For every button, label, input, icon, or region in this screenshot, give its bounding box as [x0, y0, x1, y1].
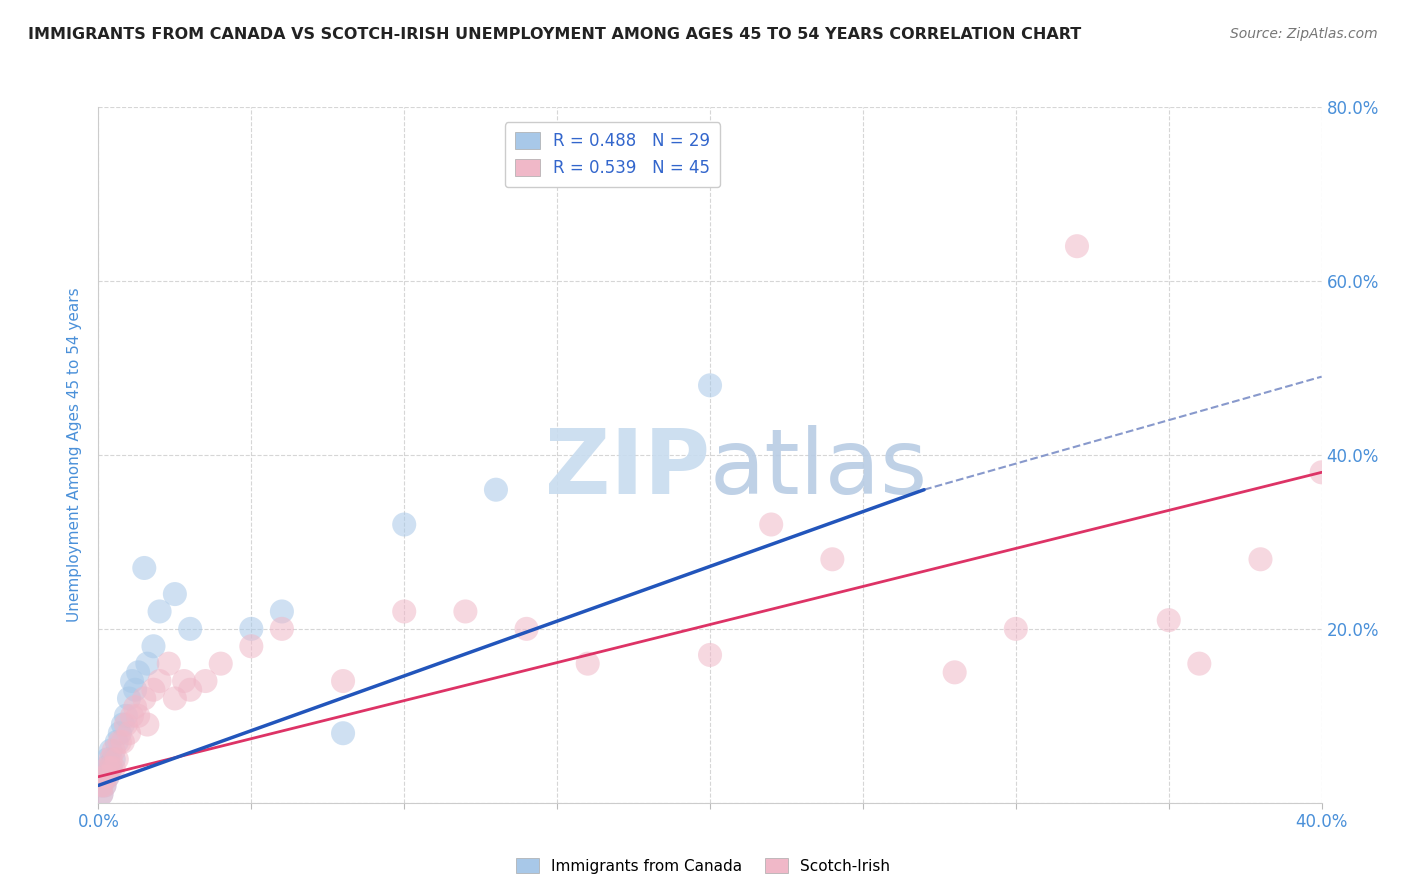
Point [1310, 466, 1333, 480]
Point [97, 761, 120, 775]
Point [127, 708, 149, 723]
Point [149, 674, 172, 689]
Text: IMMIGRANTS FROM CANADA VS SCOTCH-IRISH UNEMPLOYMENT AMONG AGES 45 TO 54 YEARS CO: IMMIGRANTS FROM CANADA VS SCOTCH-IRISH U… [28, 27, 1081, 42]
Point [332, 674, 354, 689]
Text: Source: ZipAtlas.com: Source: ZipAtlas.com [1230, 27, 1378, 41]
Point [173, 674, 195, 689]
Point [93, 778, 115, 792]
Point [142, 639, 165, 653]
Text: atlas: atlas [710, 425, 928, 513]
Point [121, 708, 143, 723]
Point [118, 691, 141, 706]
Point [100, 761, 122, 775]
Point [90, 787, 112, 801]
Point [699, 378, 721, 392]
Legend: R = 0.488   N = 29, R = 0.539   N = 45: R = 0.488 N = 29, R = 0.539 N = 45 [505, 122, 720, 187]
Point [115, 717, 138, 731]
Point [136, 657, 159, 671]
Point [179, 682, 201, 697]
Point [121, 674, 143, 689]
Point [124, 700, 146, 714]
Point [103, 752, 125, 766]
Point [392, 517, 416, 532]
Point [97, 770, 120, 784]
Point [105, 752, 128, 766]
Point [194, 674, 217, 689]
Point [90, 778, 112, 792]
Point [1249, 552, 1271, 566]
Point [103, 744, 125, 758]
Point [454, 605, 477, 619]
Point [1066, 239, 1088, 253]
Text: ZIP: ZIP [546, 425, 710, 513]
Point [149, 605, 172, 619]
Point [821, 552, 844, 566]
Point [163, 587, 186, 601]
Point [90, 778, 112, 792]
Point [270, 622, 292, 636]
Point [108, 726, 131, 740]
Point [1004, 622, 1026, 636]
Point [485, 483, 508, 497]
Point [516, 622, 538, 636]
Point [270, 605, 292, 619]
Point [100, 744, 122, 758]
Point [115, 708, 138, 723]
Point [111, 735, 134, 749]
Point [1188, 657, 1211, 671]
Point [103, 761, 125, 775]
Point [759, 517, 782, 532]
Point [332, 726, 354, 740]
Point [134, 561, 156, 575]
Point [240, 639, 263, 653]
Point [118, 726, 141, 740]
Point [209, 657, 232, 671]
Legend: Immigrants from Canada, Scotch-Irish: Immigrants from Canada, Scotch-Irish [510, 852, 896, 880]
Point [100, 752, 122, 766]
Point [163, 691, 186, 706]
Point [127, 665, 149, 680]
Point [108, 735, 131, 749]
Point [136, 717, 159, 731]
Point [142, 682, 165, 697]
Point [699, 648, 721, 662]
Point [943, 665, 966, 680]
Point [157, 657, 180, 671]
Point [90, 787, 112, 801]
Point [97, 770, 120, 784]
Point [576, 657, 599, 671]
Y-axis label: Unemployment Among Ages 45 to 54 years: Unemployment Among Ages 45 to 54 years [67, 287, 83, 623]
Point [93, 770, 115, 784]
Point [134, 691, 156, 706]
Point [100, 761, 122, 775]
Point [179, 622, 201, 636]
Point [1157, 613, 1180, 627]
Point [240, 622, 263, 636]
Point [111, 717, 134, 731]
Point [93, 778, 115, 792]
Point [105, 735, 128, 749]
Point [392, 605, 416, 619]
Point [97, 752, 120, 766]
Point [93, 761, 115, 775]
Point [124, 682, 146, 697]
